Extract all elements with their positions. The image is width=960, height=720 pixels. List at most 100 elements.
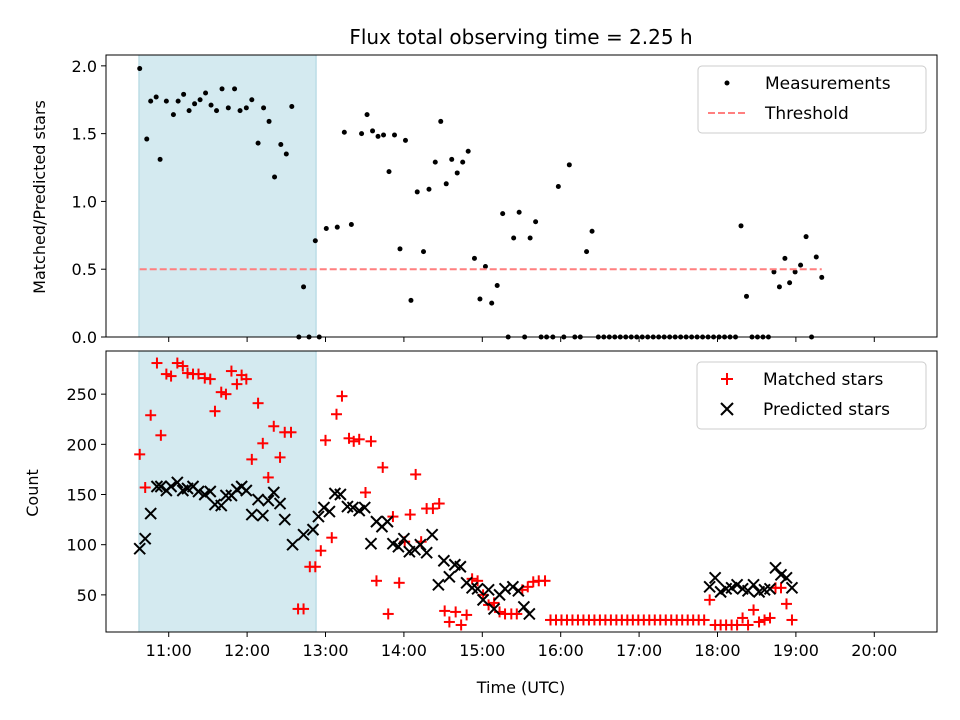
- measurement-point: [283, 151, 289, 157]
- matched-star-point: [353, 433, 365, 445]
- matched-star-point: [268, 420, 280, 432]
- predicted-star-point: [164, 480, 178, 493]
- x-tick-label: 20:00: [851, 641, 897, 660]
- x-axis-label: Time (UTC): [476, 678, 565, 697]
- measurement-point: [359, 131, 365, 137]
- matched-star-point: [527, 576, 539, 588]
- predicted-star-point: [482, 583, 495, 597]
- bottom-axes-frame: [105, 350, 938, 633]
- measurement-point: [813, 254, 819, 260]
- x-tick-label: 19:00: [773, 641, 819, 660]
- matched-star-point: [410, 468, 422, 480]
- legend-predicted-marker: [720, 402, 734, 416]
- predicted-star-point: [312, 510, 325, 523]
- matched-star-point: [177, 360, 189, 372]
- matched-star-point: [231, 378, 243, 390]
- matched-star-point: [377, 461, 389, 473]
- predicted-star-point: [317, 501, 331, 514]
- matched-star-point: [285, 426, 297, 438]
- y-tick-label: 250: [66, 385, 97, 404]
- predicted-star-point: [443, 570, 456, 584]
- matched-star-point: [160, 368, 172, 380]
- top-y-ticks: 0.0 0.5 1.0 1.5 2.0: [72, 57, 106, 347]
- measurement-point: [454, 170, 460, 176]
- x-tick-label: 16:00: [538, 641, 584, 660]
- measurement-point: [402, 137, 408, 143]
- top-panel: 0.0 0.5 1.0 1.5 2.0 Flux total observing tim…: [30, 25, 938, 347]
- matched-star-point: [182, 367, 194, 379]
- measurement-point: [175, 98, 181, 104]
- matched-star-point: [330, 408, 342, 420]
- matched-star-point: [522, 581, 534, 593]
- bottom-x-ticks: 11:00 12:00 13:00 14:00 15:00 16:00 17:00 18:00…: [146, 632, 897, 660]
- measurement-point: [163, 98, 169, 104]
- measurement-point: [375, 133, 381, 139]
- matched-star-point: [742, 619, 754, 631]
- measurement-point: [249, 97, 255, 103]
- matched-star-point: [246, 453, 258, 465]
- predicted-star-point: [769, 561, 782, 574]
- predicted-star-point: [323, 505, 336, 518]
- measurement-point: [584, 249, 590, 255]
- matched-star-point: [215, 386, 227, 398]
- measurement-point: [743, 293, 749, 299]
- matched-star-point: [370, 575, 382, 587]
- measurement-point: [192, 101, 198, 107]
- matched-star-point: [439, 605, 451, 617]
- measurement-point: [782, 255, 788, 261]
- predicted-star-point: [437, 554, 451, 567]
- measurement-point: [237, 108, 243, 114]
- predicted-star-point: [420, 546, 433, 559]
- measurement-point: [364, 112, 370, 118]
- measurement-point: [243, 105, 249, 111]
- predicted-star-point: [476, 593, 490, 607]
- measurement-point: [438, 118, 444, 124]
- measurement-point: [186, 108, 192, 114]
- x-tick-label: 18:00: [694, 641, 740, 660]
- measurement-point: [255, 140, 261, 146]
- measurement-point: [516, 209, 522, 215]
- measurement-point: [792, 269, 798, 275]
- measurement-point: [203, 90, 209, 96]
- x-tick-label: 17:00: [616, 641, 662, 660]
- predicted-star-point: [425, 528, 439, 541]
- matched-star-point: [193, 368, 205, 380]
- predicted-star-point: [708, 571, 722, 585]
- predicted-star-point: [171, 476, 184, 489]
- predicted-star-point: [512, 584, 525, 598]
- measurement-point: [137, 66, 143, 72]
- predicted-star-point: [487, 602, 501, 616]
- matched-star-point: [737, 612, 749, 624]
- measurement-point: [272, 174, 278, 180]
- matched-star-point: [348, 435, 360, 447]
- measurement-point: [432, 159, 438, 165]
- predicted-star-point: [297, 528, 310, 541]
- predicted-star-point: [240, 484, 253, 497]
- matched-star-point: [309, 561, 321, 573]
- observing-span-top: [138, 54, 317, 338]
- y-tick-label: 0.0: [72, 328, 97, 347]
- measurement-point: [471, 255, 477, 261]
- measurement-point: [787, 280, 793, 286]
- predicted-star-point: [192, 485, 205, 498]
- predicted-star-point: [204, 485, 217, 498]
- matched-star-point: [199, 372, 211, 384]
- measurement-point: [798, 262, 804, 268]
- predicted-star-point: [154, 480, 168, 493]
- matched-star-point: [240, 373, 252, 385]
- matched-star-point: [139, 481, 151, 493]
- matched-star-point: [315, 545, 327, 557]
- measurement-point: [225, 105, 231, 111]
- predicted-star-point: [381, 515, 394, 528]
- matched-star-point: [298, 603, 310, 615]
- matched-star-point: [145, 409, 157, 421]
- y-tick-label: 50: [77, 586, 97, 605]
- measurement-point: [214, 108, 220, 114]
- measurement-point: [776, 284, 782, 290]
- measurement-point: [500, 211, 506, 217]
- measurement-point: [197, 97, 203, 103]
- chart-title: Flux total observing time = 2.25 h: [349, 25, 692, 49]
- measurement-point: [144, 136, 150, 142]
- matched-star-point: [225, 365, 237, 377]
- predicted-star-point: [471, 582, 484, 596]
